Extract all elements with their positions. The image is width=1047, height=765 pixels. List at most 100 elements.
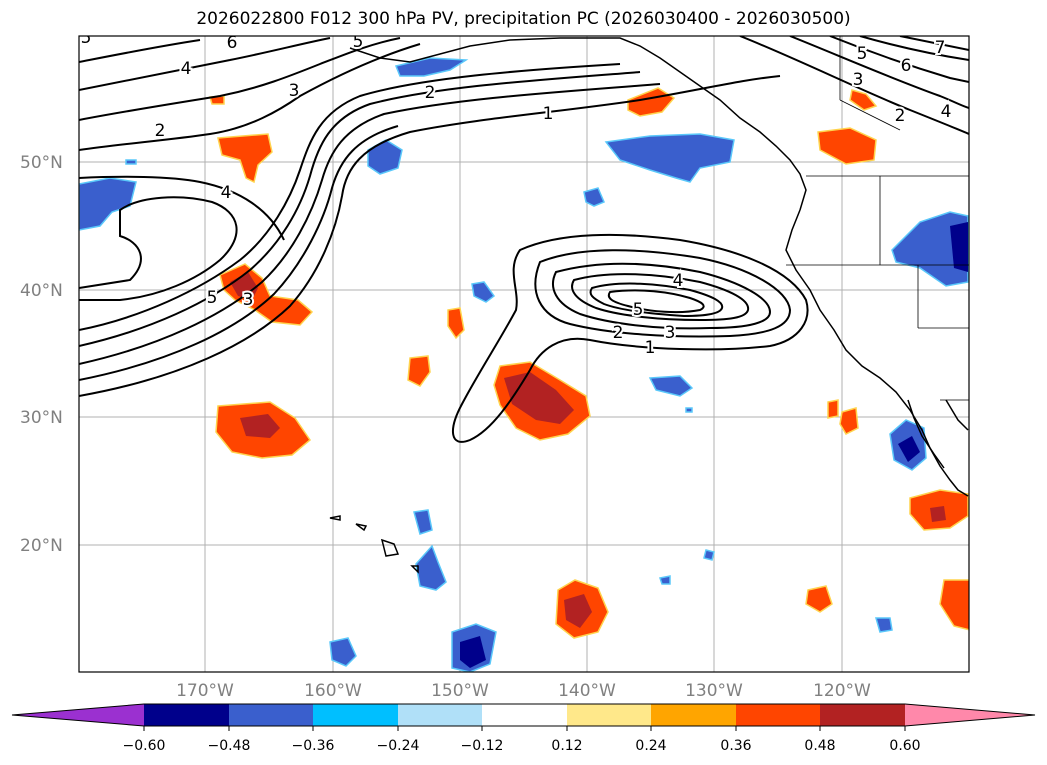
map-frame [78,35,970,673]
pv-contour [79,63,621,331]
colorbar-tick: 0.12 [551,738,582,754]
precip-area [839,407,859,435]
pv-contour [79,39,201,63]
pv-contour [79,83,661,365]
contour-label: 2 [155,121,166,141]
colorbar-segment [736,704,820,726]
colorbar-tick: −0.24 [377,738,420,754]
contour-label: 4 [181,59,192,79]
pv-contour [79,75,781,397]
precip-area [79,177,137,231]
precip-area [367,139,403,175]
precip-area [583,187,605,207]
precip-area [849,89,878,111]
island [380,538,400,557]
precip-area [407,355,431,387]
colorbar-segment [651,704,736,726]
colorbar-segment [567,704,651,726]
precip-area [648,375,694,397]
precip-area [471,281,496,303]
lon-label: 130°W [685,681,743,701]
precip-area [703,549,715,561]
colorbar-segment [398,704,482,726]
precip-area [415,544,447,591]
precip-area [125,159,137,165]
state-borders [786,36,969,401]
precip-area [891,211,969,287]
contour-label: 2 [425,83,436,103]
coastlines [329,37,969,574]
pv-contour [589,282,724,318]
precip-area [805,585,833,613]
pv-contour [739,36,969,135]
pv-contour [859,36,969,61]
pv-contour [899,36,969,51]
contour-label: 7 [935,38,946,58]
precip-area [217,133,273,184]
lat-label: 20°N [20,536,63,556]
contour-label: 5 [81,28,92,48]
island [329,515,341,521]
precip-area [564,594,592,628]
precip-area [460,636,486,668]
pv-contour [79,37,401,121]
precip-area [685,407,693,413]
pv-contour [79,37,331,91]
colorbar-extend-high [905,704,1035,726]
precip-area [817,127,877,165]
precip-area [950,222,968,272]
longitude-labels: 170°W 160°W 150°W 140°W 130°W 120°W [176,681,871,701]
colorbar-tick: 0.36 [720,738,751,754]
coastline-alaska [349,37,807,211]
colorbar: −0.60 −0.48 −0.36 −0.24 −0.12 0.12 0.24 … [11,703,1036,754]
map-title: 2026022800 F012 300 hPa PV, precipitatio… [196,9,851,29]
precip-area [413,509,433,535]
precip-area [875,617,893,633]
coastline-gulf [945,399,969,431]
contour-label: 4 [221,183,232,203]
contour-label: 5 [207,288,218,308]
pv-contour [789,36,969,109]
contour-label: 5 [633,300,644,320]
pv-contour [79,175,285,241]
pv-contour [451,233,809,443]
lon-label: 160°W [304,681,362,701]
lat-label: 50°N [20,153,63,173]
pv-contour [534,249,792,338]
precip-area [240,414,280,438]
pv-contour [829,36,969,83]
pv-contour [571,273,750,322]
lon-label: 140°W [558,681,616,701]
contour-label: 2 [613,323,624,343]
contour-labels: 5 6 5 7 4 3 2 1 5 6 3 2 4 2 4 5 3 4 5 2 … [79,28,953,360]
lon-label: 150°W [431,681,489,701]
contour-label: 3 [289,81,300,101]
contour-label: 1 [645,338,656,358]
colorbar-tick: 0.48 [804,738,835,754]
lat-label: 30°N [20,408,63,428]
colorbar-segment [482,704,567,726]
contour-label: 5 [857,44,868,64]
contour-label: 2 [895,106,906,126]
colorbar-tick: −0.12 [461,738,504,754]
lon-label: 120°W [813,681,871,701]
contour-label: 5 [353,32,364,52]
contour-label: 4 [673,271,684,291]
colorbar-tick: 0.60 [889,738,920,754]
contour-label: 3 [665,323,676,343]
pv-contour [552,262,772,330]
contour-label: 3 [243,290,254,310]
precip-positive-areas [209,87,969,639]
precip-area [329,637,357,667]
precip-area [604,133,735,183]
colorbar-segment [313,704,398,726]
island [355,523,368,532]
contour-label: 1 [543,104,554,124]
precip-area [394,57,469,77]
colorbar-tick: −0.48 [208,738,251,754]
pv-contour [79,43,421,151]
precip-area [447,307,465,340]
colorbar-tick: 0.24 [635,738,666,754]
colorbar-segment [144,704,229,726]
